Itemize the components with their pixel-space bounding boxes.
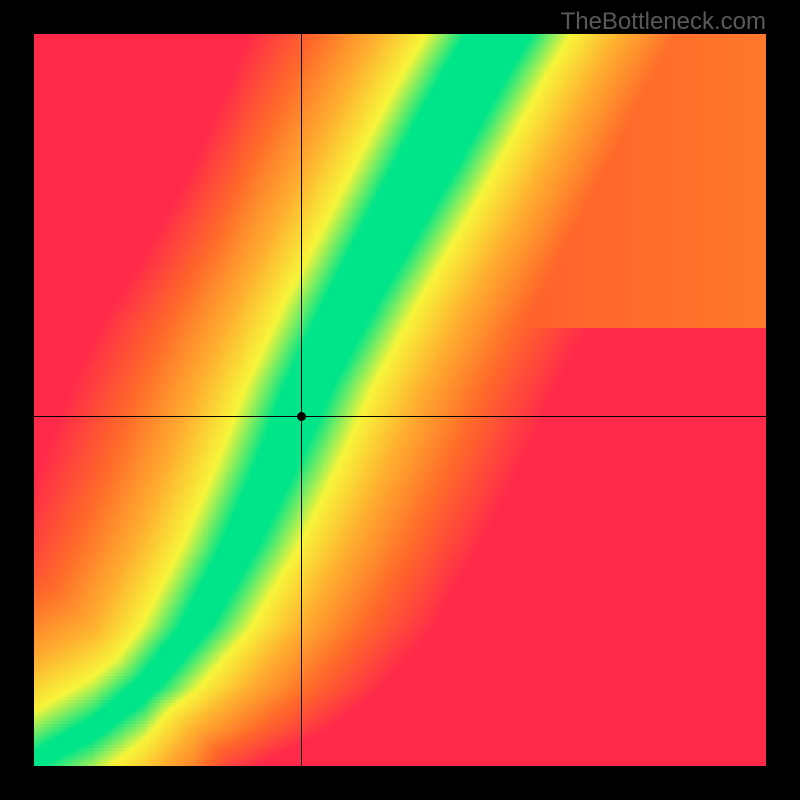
crosshair-vertical <box>301 34 302 766</box>
bottleneck-heatmap <box>34 34 766 766</box>
chart-container: TheBottleneck.com <box>0 0 800 800</box>
crosshair-marker <box>297 412 306 421</box>
watermark-text: TheBottleneck.com <box>561 8 766 36</box>
crosshair-horizontal <box>34 416 766 417</box>
